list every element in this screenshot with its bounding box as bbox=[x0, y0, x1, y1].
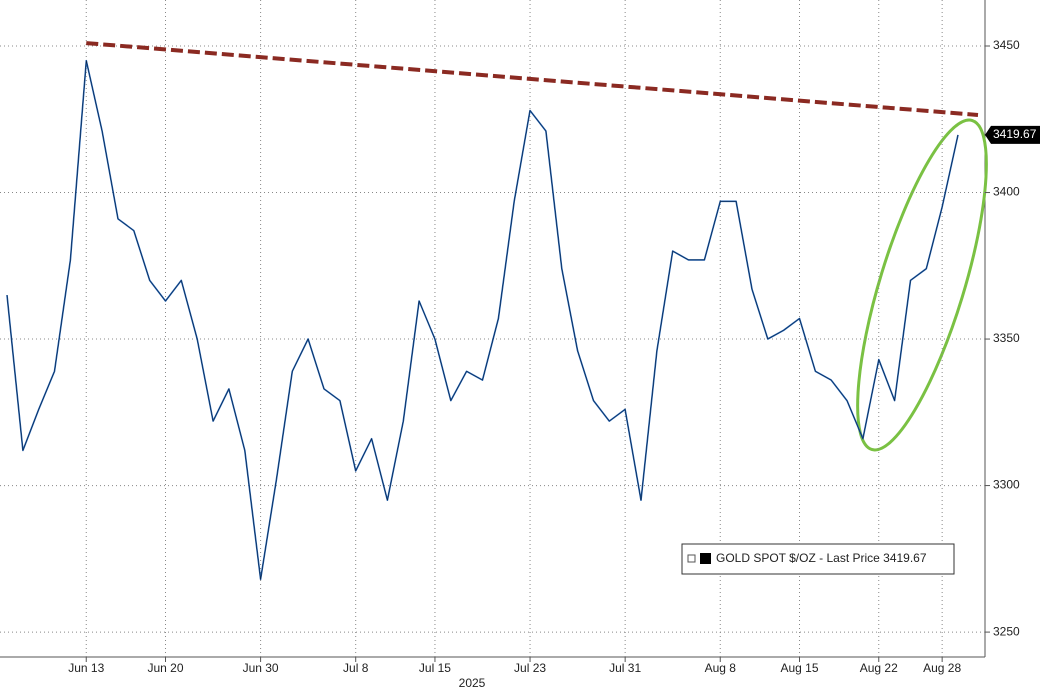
legend-toggle bbox=[687, 554, 696, 563]
x-axis-label: 2025 bbox=[459, 676, 486, 690]
x-tick-label: Jul 15 bbox=[419, 661, 451, 675]
last-price-label: 3419.67 bbox=[993, 127, 1037, 141]
y-tick-label: 3400 bbox=[993, 185, 1020, 199]
legend-swatch bbox=[700, 553, 711, 564]
x-tick-label: Aug 22 bbox=[860, 661, 898, 675]
x-tick-label: Jun 30 bbox=[243, 661, 279, 675]
price-line-shadow bbox=[6, 60, 959, 580]
x-tick-label: Aug 15 bbox=[780, 661, 818, 675]
legend-box bbox=[681, 543, 955, 575]
x-tick-label: Jul 23 bbox=[514, 661, 546, 675]
x-tick-label: Aug 8 bbox=[705, 661, 737, 675]
y-tick-label: 3350 bbox=[993, 331, 1020, 345]
x-tick-label: Jul 31 bbox=[609, 661, 641, 675]
trendline bbox=[86, 41, 979, 118]
y-tick-label: 3300 bbox=[993, 478, 1020, 492]
y-tick-label: 3250 bbox=[993, 624, 1020, 638]
legend-label: GOLD SPOT $/OZ - Last Price 3419.67 bbox=[716, 551, 927, 565]
x-tick-label: Jun 13 bbox=[68, 661, 104, 675]
highlight-ellipse bbox=[856, 118, 988, 452]
last-price-tag bbox=[985, 125, 1040, 144]
legend: GOLD SPOT $/OZ - Last Price 3419.67 bbox=[681, 543, 955, 575]
x-tick-label: Jul 8 bbox=[343, 661, 369, 675]
y-tick-label: 3450 bbox=[993, 38, 1020, 52]
x-tick-label: Aug 28 bbox=[923, 661, 961, 675]
x-tick-label: Jun 20 bbox=[147, 661, 183, 675]
